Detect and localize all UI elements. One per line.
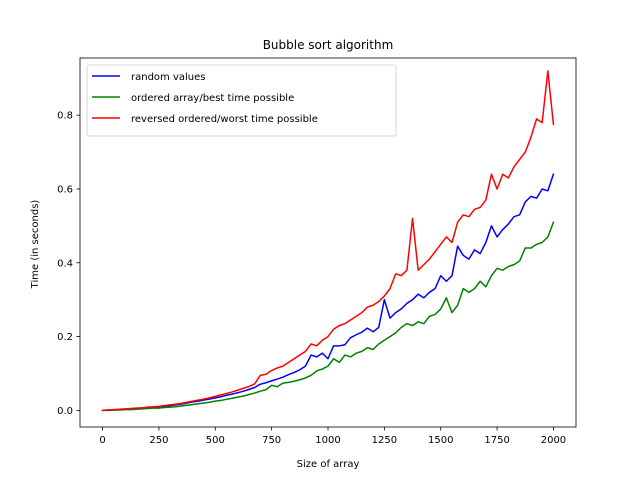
- y-tick-label: 0.4: [57, 258, 73, 269]
- legend-box: [86, 64, 397, 137]
- x-tick-label: 0: [99, 435, 105, 446]
- y-tick-label: 0.0: [57, 406, 73, 417]
- x-axis-label: Size of array: [297, 459, 360, 470]
- x-tick-label: 1000: [315, 435, 340, 446]
- y-tick-label: 0.2: [57, 332, 73, 343]
- chart-title: Bubble sort algorithm: [263, 38, 394, 52]
- legend-label-2: ordered array/best time possible: [131, 93, 294, 104]
- axes: 0 250 500 750 1000 1250 1500 1750 2000 0.0 0.2 0.4 0…: [57, 57, 577, 446]
- y-tick-label: 0.6: [57, 184, 73, 195]
- y-axis-label: Time (in seconds): [30, 200, 41, 290]
- legend-label-3: reversed ordered/worst time possible: [131, 114, 318, 125]
- x-tick-label: 500: [206, 435, 225, 446]
- legend: random values ordered array/best time pos…: [86, 64, 397, 137]
- x-tick-label: 2000: [541, 435, 566, 446]
- x-tick-label: 1750: [484, 435, 509, 446]
- series-line-2: [101, 221, 555, 412]
- y-tick-label: 0.8: [57, 111, 73, 122]
- x-tick-label: 1500: [428, 435, 453, 446]
- x-tick-label: 750: [262, 435, 281, 446]
- x-tick-label: 1250: [372, 435, 397, 446]
- plot-area: [101, 70, 555, 412]
- legend-label-1: random values: [131, 72, 206, 83]
- x-tick-label: 250: [149, 435, 168, 446]
- series-line-3: [101, 70, 555, 412]
